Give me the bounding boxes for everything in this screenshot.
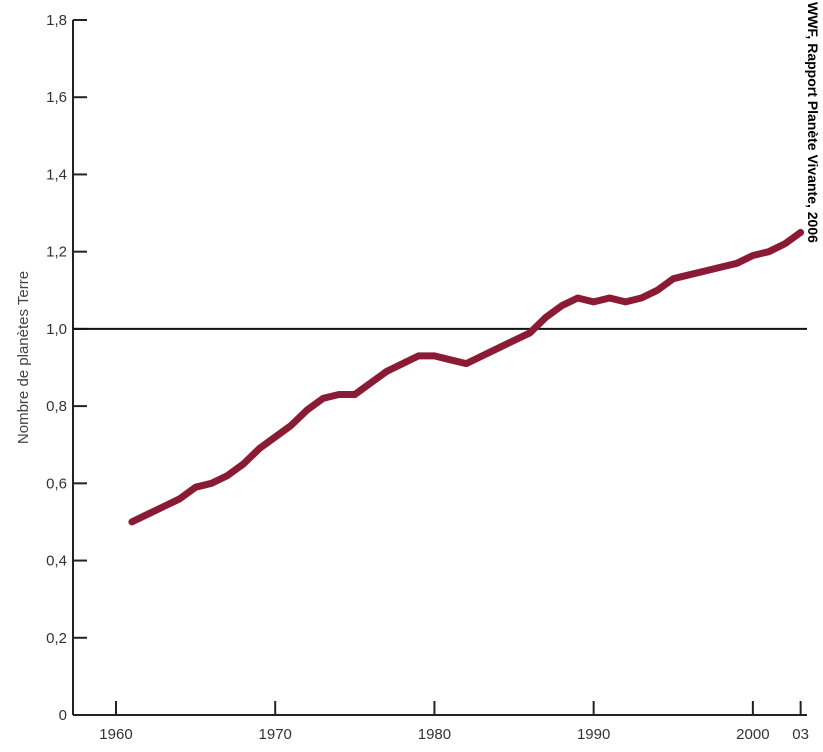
data-point xyxy=(749,252,756,259)
data-point xyxy=(638,295,645,301)
data-point xyxy=(622,298,629,305)
data-point xyxy=(558,302,565,309)
data-point xyxy=(304,407,311,413)
data-point xyxy=(256,445,263,452)
y-tick-label: 0 xyxy=(59,707,67,724)
data-point xyxy=(208,480,215,487)
x-axis: 1960 1970 1980 1990 2000 03 xyxy=(73,701,809,743)
data-point xyxy=(574,295,581,301)
data-point xyxy=(383,368,390,375)
y-tick-label: 0,2 xyxy=(46,630,67,647)
y-tick-label: 1,2 xyxy=(46,244,67,261)
data-point xyxy=(718,264,724,271)
y-tick-label: 0,4 xyxy=(46,553,67,570)
data-point xyxy=(272,434,279,440)
data-point xyxy=(176,495,183,502)
data-point xyxy=(765,248,772,255)
data-point xyxy=(447,356,454,363)
data-point xyxy=(288,422,295,429)
data-point xyxy=(415,352,422,359)
y-axis-label: Nombre de planètes Terre xyxy=(15,271,32,444)
x-tick-label: 2000 xyxy=(736,726,769,743)
y-tick-label: 1,4 xyxy=(46,166,67,183)
data-point xyxy=(399,360,406,367)
data-point xyxy=(351,391,358,398)
data-point xyxy=(781,240,788,247)
data-point xyxy=(224,472,231,479)
data-point xyxy=(511,337,517,344)
source-note: WWF, Rapport Planète Vivante, 2006 xyxy=(805,2,821,243)
data-point xyxy=(606,295,613,301)
data-point xyxy=(654,287,661,294)
data-point xyxy=(128,518,135,525)
data-point xyxy=(527,329,533,336)
data-point xyxy=(144,511,151,518)
x-tick-label: 1990 xyxy=(577,726,610,743)
data-point xyxy=(797,229,804,236)
data-point xyxy=(733,260,740,267)
data-point xyxy=(542,314,549,321)
x-tick-label: 1970 xyxy=(259,726,292,743)
data-point xyxy=(367,379,374,386)
y-tick-label: 0,6 xyxy=(46,475,67,492)
data-point xyxy=(192,484,199,491)
x-tick-label: 03 xyxy=(792,726,809,743)
y-tick-label: 1,8 xyxy=(46,12,67,29)
series-points xyxy=(128,229,804,525)
x-tick-label: 1960 xyxy=(99,726,132,743)
data-point xyxy=(160,503,167,510)
data-point xyxy=(320,395,326,402)
data-point xyxy=(590,298,597,305)
data-point xyxy=(479,352,486,359)
series-line xyxy=(128,228,805,526)
data-point xyxy=(495,345,502,352)
data-point xyxy=(702,268,709,274)
data-point xyxy=(686,271,693,278)
data-point xyxy=(335,391,342,398)
data-point xyxy=(240,461,247,467)
data-point xyxy=(431,352,438,359)
data-point xyxy=(463,360,470,367)
y-tick-label: 0,8 xyxy=(46,398,67,415)
y-axis: 0 0,2 0,4 0,6 0,8 1,0 1,2 1,4 1,6 1,8 xyxy=(46,12,87,724)
x-tick-label: 1980 xyxy=(418,726,451,743)
y-tick-label: 1,6 xyxy=(46,89,67,106)
y-tick-label: 1,0 xyxy=(46,321,67,338)
data-point xyxy=(670,275,677,282)
